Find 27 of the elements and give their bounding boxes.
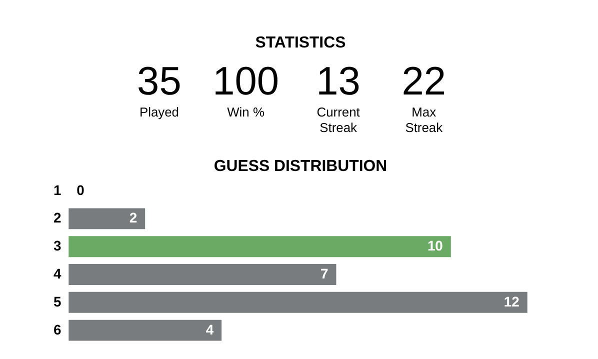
bar	[68, 208, 146, 230]
data-label: 0	[76, 182, 85, 198]
y-tick-label: 5	[53, 293, 62, 310]
chart-title: STATISTICS	[255, 34, 346, 52]
text: Max Streak	[405, 104, 444, 136]
chart-subtitle: GUESS DISTRIBUTION	[214, 158, 388, 175]
data-label: 7	[320, 265, 329, 282]
y-tick-label: 4	[53, 265, 62, 282]
text: Current Streak	[316, 104, 360, 136]
bar	[68, 320, 222, 341]
y-tick-label: 1	[53, 182, 62, 198]
y-tick-label: 3	[53, 238, 62, 254]
data-label: 4	[206, 321, 214, 338]
data-label: 2	[129, 210, 138, 226]
text: 100	[212, 59, 279, 104]
text: Played	[139, 104, 179, 120]
y-tick-label: 2	[53, 210, 62, 226]
bar	[68, 292, 528, 313]
data-label: 12	[504, 293, 520, 310]
bar	[68, 236, 451, 258]
y-tick-label: 6	[53, 321, 62, 338]
text: Win %	[227, 104, 265, 120]
text: 13	[316, 59, 360, 104]
text: 22	[402, 59, 446, 104]
data-label: 10	[427, 238, 444, 254]
text: 35	[137, 59, 182, 104]
bar	[68, 264, 336, 285]
